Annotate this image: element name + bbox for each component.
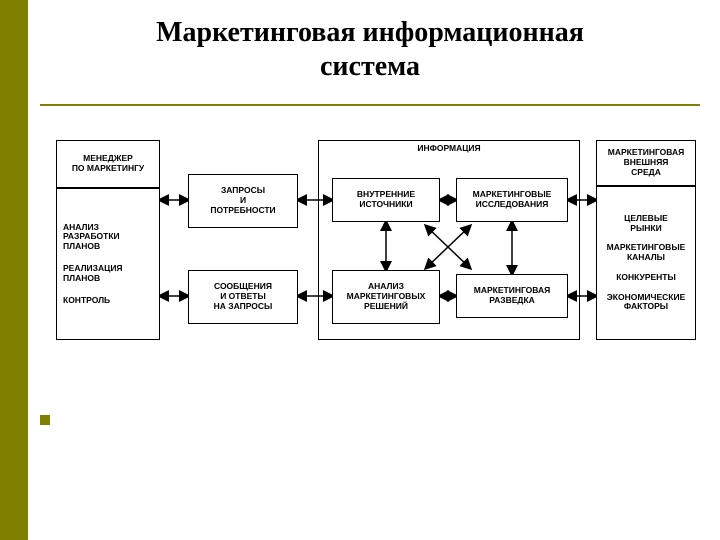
node-info_title: ИНФОРМАЦИЯ — [318, 140, 580, 158]
node-env_body-item-2: КОНКУРЕНТЫ — [616, 273, 676, 283]
page-title: Маркетинговая информационная система — [40, 16, 700, 83]
node-manager_hdr: МЕНЕДЖЕР ПО МАРКЕТИНГУ — [56, 140, 160, 188]
left-sidebar-stripe — [0, 0, 28, 540]
node-internal: ВНУТРЕННИЕ ИСТОЧНИКИ — [332, 178, 440, 222]
node-env_body-item-3: ЭКОНОМИЧЕСКИЕ ФАКТОРЫ — [607, 293, 686, 313]
node-intel: МАРКЕТИНГОВАЯ РАЗВЕДКА — [456, 274, 568, 318]
mis-diagram: МЕНЕДЖЕР ПО МАРКЕТИНГУАНАЛИЗ РАЗРАБОТКИ … — [56, 140, 696, 350]
node-manager_body: АНАЛИЗ РАЗРАБОТКИ ПЛАНОВ РЕАЛИЗАЦИЯ ПЛАНО… — [56, 188, 160, 340]
node-env_body-item-1: МАРКЕТИНГОВЫЕ КАНАЛЫ — [607, 243, 686, 263]
node-messages: СООБЩЕНИЯ И ОТВЕТЫ НА ЗАПРОСЫ — [188, 270, 298, 324]
bullet-square-icon — [40, 415, 50, 425]
node-requests: ЗАПРОСЫ И ПОТРЕБНОСТИ — [188, 174, 298, 228]
title-underline — [40, 104, 700, 106]
node-manager_body-item-1: РЕАЛИЗАЦИЯ ПЛАНОВ — [63, 264, 123, 284]
title-line1: Маркетинговая информационная — [156, 17, 584, 48]
node-env_body-item-0: ЦЕЛЕВЫЕ РЫНКИ — [624, 214, 668, 234]
title-line2: система — [320, 51, 420, 82]
node-env_body: ЦЕЛЕВЫЕ РЫНКИ МАРКЕТИНГОВЫЕ КАНАЛЫ КОНКУРЕ… — [596, 186, 696, 340]
node-analysis: АНАЛИЗ МАРКЕТИНГОВЫХ РЕШЕНИЙ — [332, 270, 440, 324]
node-env_hdr: МАРКЕТИНГОВАЯ ВНЕШНЯЯ СРЕДА — [596, 140, 696, 186]
node-manager_body-item-2: КОНТРОЛЬ — [63, 296, 110, 306]
node-research: МАРКЕТИНГОВЫЕ ИССЛЕДОВАНИЯ — [456, 178, 568, 222]
node-manager_body-item-0: АНАЛИЗ РАЗРАБОТКИ ПЛАНОВ — [63, 223, 120, 252]
